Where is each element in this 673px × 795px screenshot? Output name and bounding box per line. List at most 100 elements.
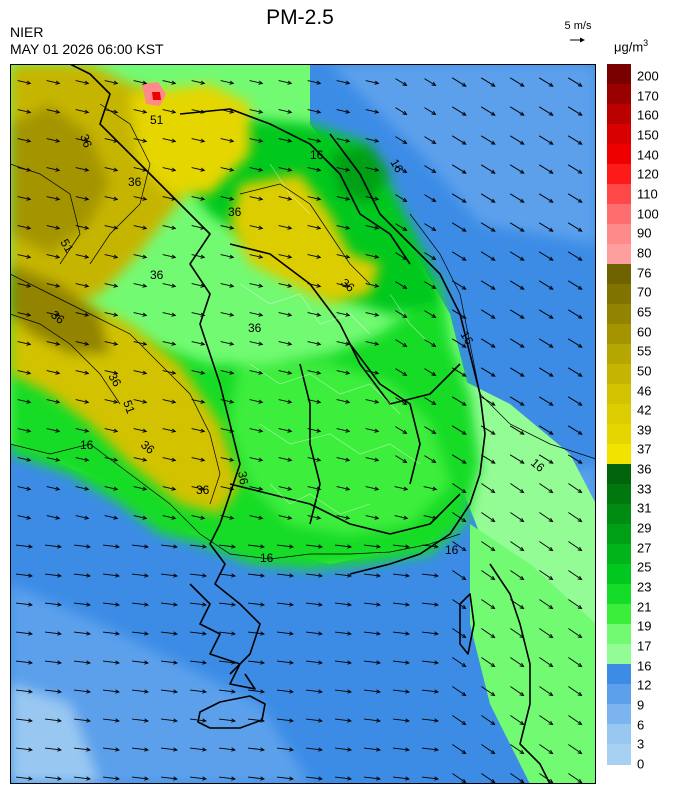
wind-arrow-head: [316, 428, 322, 433]
wind-arrow-head: [431, 110, 437, 115]
wind-arrow-head: [376, 660, 381, 665]
wind-arrow-head: [461, 285, 467, 290]
wind-arrow: [278, 254, 292, 258]
wind-arrow-head: [115, 660, 120, 665]
wind-arrow: [16, 718, 32, 722]
wind-arrow: [481, 541, 495, 551]
wind-arrow: [510, 715, 524, 725]
wind-arrow-head: [490, 227, 496, 232]
wind-arrow: [336, 167, 350, 171]
wind-arrow: [568, 744, 582, 754]
wind-arrow: [191, 515, 205, 519]
wind-arrow: [133, 80, 147, 84]
wind-arrow: [104, 225, 118, 229]
wind-arrow: [45, 718, 61, 722]
wind-arrow-head: [115, 573, 120, 578]
wind-arrow: [161, 689, 177, 693]
wind-arrow: [249, 370, 263, 374]
wind-arrow-head: [171, 457, 177, 462]
wind-arrow-head: [376, 602, 381, 607]
wind-arrow-head: [316, 80, 322, 85]
wind-arrow: [162, 225, 176, 229]
wind-arrow-head: [374, 196, 380, 201]
wind-arrow-head: [519, 343, 525, 348]
wind-arrow: [395, 368, 407, 376]
legend-tick-label: 16: [637, 658, 652, 674]
wind-arrow: [278, 283, 292, 287]
wind-arrow-head: [260, 544, 265, 549]
wind-arrow-head: [86, 776, 91, 781]
wind-arrow-head: [171, 254, 177, 259]
wind-arrow: [424, 194, 436, 202]
wind-arrow-head: [142, 254, 148, 259]
wind-arrow: [277, 689, 293, 693]
wind-arrow: [219, 689, 235, 693]
wind-arrow: [451, 454, 467, 464]
wind-arrow: [16, 544, 32, 548]
wind-arrow: [539, 628, 553, 638]
wind-arrow-head: [490, 256, 496, 261]
wind-arrow-head: [258, 486, 264, 491]
wind-arrow-head: [577, 546, 583, 552]
wind-arrow-head: [173, 689, 178, 694]
wind-arrow: [278, 138, 292, 142]
wind-arrow-head: [113, 254, 119, 259]
wind-arrow: [46, 283, 60, 287]
wind-arrow-head: [287, 370, 293, 375]
wind-arrow-head: [490, 662, 496, 668]
wind-arrow: [452, 512, 466, 522]
wind-arrow-head: [84, 254, 90, 259]
legend-bin: [607, 544, 631, 565]
wind-arrow: [46, 80, 60, 84]
coastline-west: [69, 64, 261, 675]
wind-arrow: [46, 515, 60, 519]
wind-arrow-head: [577, 662, 583, 668]
wind-arrow-head: [519, 633, 525, 639]
wind-arrow-head: [287, 138, 293, 143]
wind-arrow-head: [55, 283, 61, 288]
wind-arrow: [190, 689, 206, 693]
wind-arrow-head: [258, 428, 264, 433]
wind-arrow-head: [431, 168, 437, 173]
wind-arrow-head: [461, 314, 467, 319]
wind-arrow-head: [432, 486, 438, 491]
wind-arrow-head: [171, 428, 177, 433]
wind-arrow-head: [374, 515, 380, 520]
legend-bin: [607, 104, 631, 125]
wind-arrow: [307, 312, 321, 316]
wind-arrow: [538, 222, 554, 232]
wind-arrow: [133, 457, 147, 461]
wind-arrow: [219, 747, 235, 751]
wind-arrow-head: [26, 399, 32, 404]
wind-arrow-head: [461, 691, 467, 697]
wind-arrow-head: [519, 256, 525, 261]
wind-arrow-head: [345, 457, 351, 462]
wind-arrow: [422, 544, 438, 548]
legend-tick-label: 21: [637, 599, 652, 615]
wind-arrow: [538, 77, 554, 87]
wind-arrow-head: [347, 660, 352, 665]
wind-arrow: [307, 457, 321, 461]
wind-arrow: [278, 457, 292, 461]
legend-bin: [607, 224, 631, 245]
wind-arrow: [249, 80, 263, 84]
wind-arrow: [191, 109, 205, 113]
wind-arrow: [104, 283, 118, 287]
wind-arrow-head: [461, 575, 467, 581]
wind-arrow: [249, 196, 263, 200]
wind-arrow-head: [519, 488, 525, 494]
wind-arrow-head: [345, 312, 351, 317]
wind-arrow-head: [84, 109, 90, 114]
wind-arrow: [307, 341, 321, 345]
legend-tick-label: 17: [637, 638, 652, 654]
wind-arrow-head: [115, 776, 120, 781]
wind-arrow-head: [84, 428, 90, 433]
wind-arrow: [75, 283, 89, 287]
wind-arrow-head: [229, 196, 235, 201]
wind-arrow-head: [374, 254, 380, 259]
wind-arrow: [191, 428, 205, 432]
sea-lightest-corner: [10, 684, 100, 784]
wind-arrow-head: [289, 776, 294, 781]
wind-arrow: [395, 107, 407, 115]
wind-arrow: [538, 309, 554, 319]
